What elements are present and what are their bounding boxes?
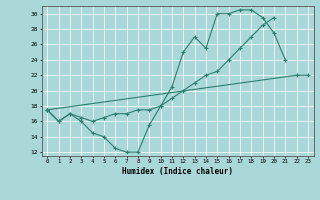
- X-axis label: Humidex (Indice chaleur): Humidex (Indice chaleur): [122, 167, 233, 176]
